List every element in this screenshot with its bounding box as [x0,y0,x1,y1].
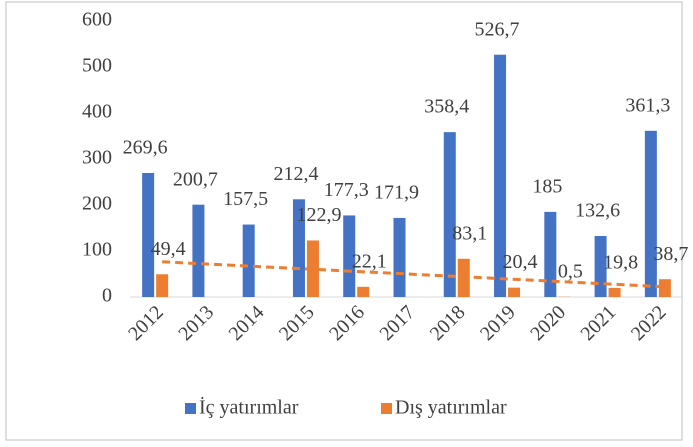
trendline [162,260,665,289]
legend-swatch [381,403,392,414]
bar [357,286,370,297]
bar [443,132,456,297]
y-tick-label: 100 [82,239,112,261]
bar [508,287,521,297]
y-tick-label: 400 [82,101,112,123]
value-label: 22,1 [352,250,387,272]
value-label: 185 [532,175,562,197]
value-label: 20,4 [503,251,538,273]
y-tick-label: 600 [82,9,112,31]
y-tick-label: 300 [82,147,112,169]
bar [393,217,406,297]
bar [242,224,255,297]
value-label: 83,1 [452,222,487,244]
bar [192,204,205,297]
legend-label: Dış yatırımlar [395,397,507,419]
value-label: 49,4 [151,238,186,260]
y-tick-label: 500 [82,55,112,77]
bar [142,172,155,297]
value-label: 171,9 [374,182,419,204]
bar [494,54,507,297]
y-tick-label: 0 [102,285,112,307]
value-label: 122,9 [296,204,341,226]
value-label: 38,7 [653,243,688,265]
value-label: 526,7 [475,18,520,40]
bar [608,287,621,297]
value-label: 358,4 [424,96,469,118]
legend-label: İç yatırımlar [199,396,299,419]
bar [343,215,356,297]
value-label: 177,3 [324,179,369,201]
value-label: 200,7 [173,168,218,190]
bar [544,211,557,297]
value-label: 212,4 [273,163,318,185]
value-label: 0,5 [558,260,583,282]
value-label: 19,8 [603,251,638,273]
value-label: 361,3 [625,94,670,116]
bar [594,236,607,297]
value-label: 157,5 [223,188,268,210]
bar [644,130,657,297]
legend-swatch [185,403,196,414]
bar [658,279,671,297]
y-tick-label: 200 [82,193,112,215]
value-label: 132,6 [575,200,620,222]
bar [156,274,169,297]
bar [292,199,305,297]
value-label: 269,6 [123,137,168,159]
